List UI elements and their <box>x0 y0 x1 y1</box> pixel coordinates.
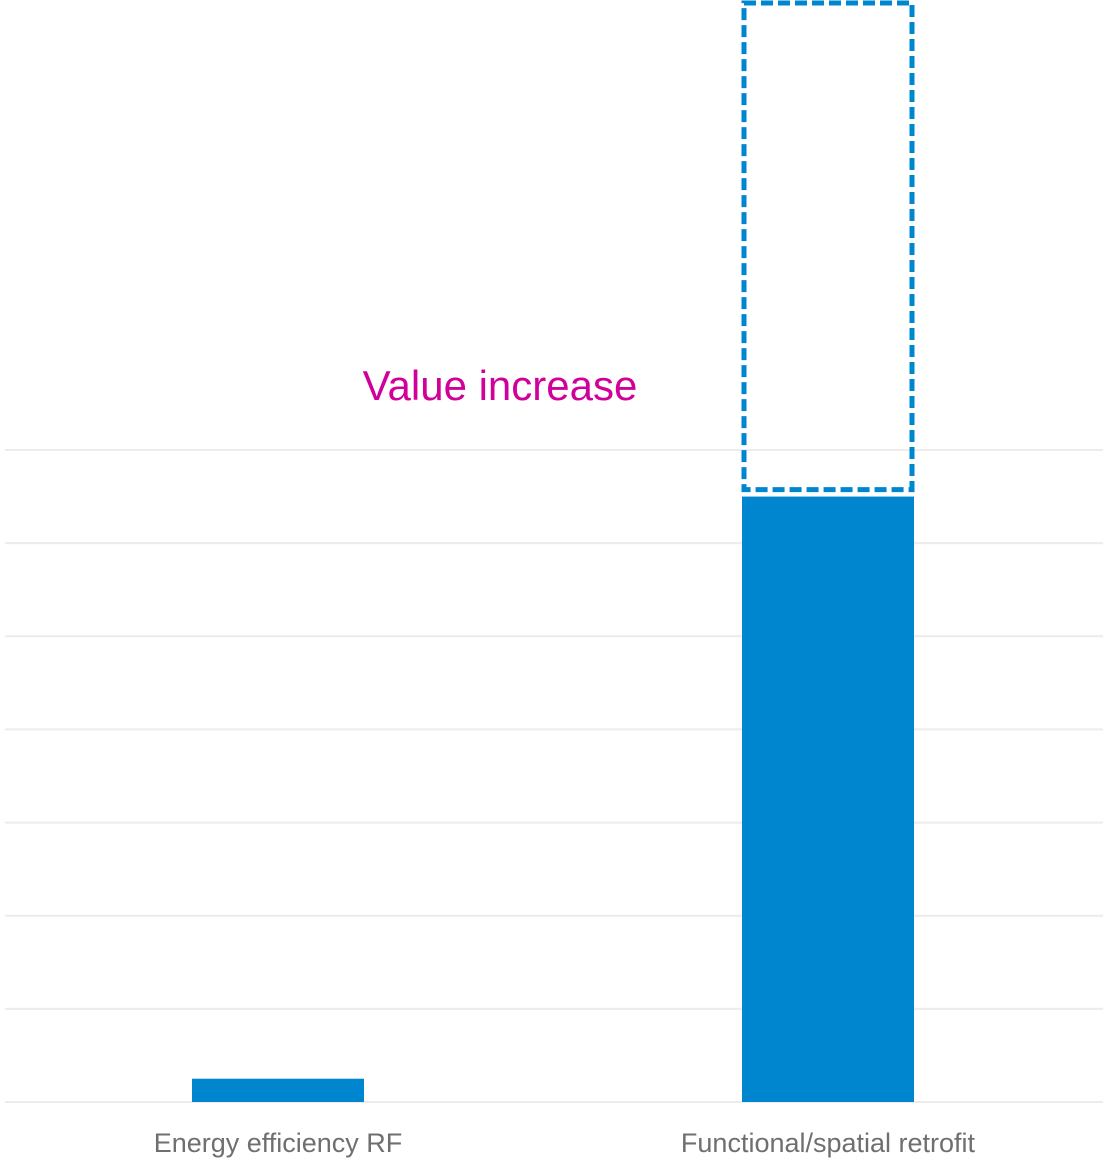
bars <box>192 496 914 1103</box>
gridlines <box>5 449 1103 1103</box>
value-increase-group <box>741 0 915 493</box>
x-axis-tick-labels: Energy efficiency RF Functional/spatial r… <box>154 1128 976 1158</box>
value-increase-annotation: Value increase <box>363 362 638 409</box>
x-tick-label: Energy efficiency RF <box>154 1128 403 1158</box>
value-increase-box-2 <box>741 0 915 493</box>
x-tick-label: Functional/spatial retrofit <box>681 1128 976 1158</box>
bar-1 <box>192 1078 364 1102</box>
bar-2 <box>742 496 914 1103</box>
